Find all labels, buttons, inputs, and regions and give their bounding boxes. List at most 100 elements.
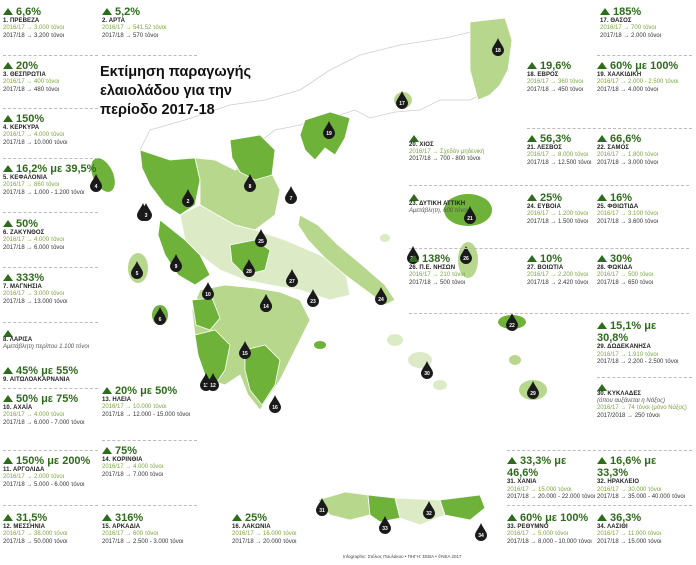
up-arrow-icon: [3, 367, 13, 374]
drop-number: 15: [242, 351, 248, 357]
region-name: 19. ΧΑΛΚΙΔΙΚΗ: [597, 72, 642, 79]
production-2016-17: 2016/17 → 541,52 τόνοι: [102, 25, 167, 32]
panel-header: 31,5%: [3, 512, 98, 524]
region-name: 13. ΗΛΕΙΑ: [102, 397, 132, 404]
region-panel: 33,3% με 46,6% 31. ΧΑΝΙΑ 2016/17 → 15.000 …: [507, 455, 599, 501]
region-name: 9. ΑΙΤΩΛΟΑΚΑΡΝΑΝΙΑ: [3, 377, 70, 384]
panel-header: [3, 328, 98, 337]
up-arrow-icon: [102, 447, 112, 454]
percent-change: 60% με 100%: [520, 512, 589, 524]
production-2017-18: 2017/18 → 4.000 τόνοι: [597, 86, 659, 93]
drop-number: 8: [249, 184, 252, 190]
up-arrow-icon: [3, 514, 13, 521]
production-2016-17: 2016/17 → 860 τόνοι: [3, 182, 60, 189]
region-panel: 23. ΔΥΤΙΚΗ ΑΤΤΙΚΗ Αμετάβλητη, 600 τόνοι: [409, 192, 501, 215]
production-2017-18: 2017/18 → 3.000 τόνοι: [597, 159, 659, 166]
percent-change: 45% με 55%: [16, 365, 79, 377]
percent-change: 25%: [540, 192, 563, 204]
production-2016-17: 2016/17 → 5.000 τόνοι: [507, 531, 569, 538]
panel-divider: [527, 128, 692, 129]
panel-divider: [3, 322, 98, 323]
production-2016-17: 2016/17 → 360 τόνοι: [527, 79, 584, 86]
production-2016-17: 2016/17 → 8.000 τόνοι: [527, 152, 589, 159]
production-2016-17: 2016/17 → 30.000 τόνοι: [597, 486, 662, 493]
panel-header: 16%: [597, 192, 689, 204]
percent-change: 185%: [613, 6, 642, 18]
drop-number: 28: [246, 269, 252, 275]
production-2017-18: 2017/18 → 10.000 τόνοι: [3, 139, 68, 146]
production-2017-18: 2017/18 → 50.000 τόνοι: [3, 538, 68, 545]
panel-header: 150% με 200%: [3, 455, 98, 467]
region-panel: 10% 27. ΒΟΙΩΤΙΑ 2016/17 → 2.200 τόνοι 2017/…: [527, 253, 619, 287]
up-arrow-icon: [597, 194, 607, 201]
credit-line: Infographic: Στέλιος Παυλάκου • ΠΗΓΗ: ΣΕ…: [343, 554, 462, 559]
region-name: 24. ΕΥΒΟΙΑ: [527, 204, 562, 211]
region-panel: 16,2% με 39,5% 5. ΚΕΦΑΛΟΝΙΑ 2016/17 → 860 …: [3, 163, 98, 197]
region-name: 27. ΒΟΙΩΤΙΑ: [527, 265, 564, 272]
percent-change: 6,6%: [16, 6, 42, 18]
panel-divider: [597, 55, 692, 56]
oil-drop-icon: 24: [375, 287, 387, 305]
region-name: 34. ΛΑΣΙΘΙ: [597, 524, 628, 531]
production-2017-18: 2017/18 → 7.000 τόνοι: [102, 471, 164, 478]
production-2016-17: 2016/17 → 600 τόνοι: [102, 531, 159, 538]
region-messinia: [194, 329, 231, 386]
panel-header: 45% με 55%: [3, 365, 98, 377]
panel-header: 30%: [597, 253, 689, 265]
production-2017-18: 2017/18 → 3.200 τόνοι: [3, 32, 65, 39]
production-2017-18: 2017/18 → 3.600 τόνοι: [597, 218, 659, 225]
panel-header: [409, 133, 501, 142]
drop-number: 11: [203, 383, 209, 389]
oil-drop-icon: 21: [464, 206, 476, 224]
oil-drop-icon: 4: [90, 174, 102, 192]
panel-divider: [3, 55, 98, 56]
panel-header: 25%: [527, 192, 619, 204]
drop-number: 22: [509, 323, 515, 329]
drop-number: 12: [210, 383, 216, 389]
production-2016-17: 2016/17 → 3.100 τόνοι: [597, 211, 659, 218]
production-2017-18: 2017/18 → 20.000 - 22.000 τόνοι: [507, 493, 596, 500]
production-2017-18: 2017/18 → 15.000 τόνοι: [597, 538, 662, 545]
region-panel: 30. ΚΥΚΛΑΔΕΣ (όπου αυξάνεται η Νάξος) 2016…: [597, 382, 689, 420]
drop-number: 26: [463, 256, 469, 262]
panel-divider: [102, 440, 197, 441]
production-2016-17: 2016/17 → 74 τόνοι (μόνο Νάξος): [597, 405, 687, 412]
panel-header: 6,6%: [3, 6, 98, 18]
percent-change: 19,6%: [540, 60, 572, 72]
oil-drop-icon: 17: [396, 91, 408, 109]
drop-number: 10: [205, 292, 211, 298]
oil-drop-icon: 30: [421, 361, 433, 379]
oil-drop-icon: 18: [492, 38, 504, 56]
region-name: 17. ΘΑΣΟΣ: [600, 18, 632, 25]
drop-number: 16: [272, 405, 278, 411]
drop-number: 24: [378, 297, 384, 303]
production-2017-18: 2017/18 → 13.000 τόνοι: [3, 298, 68, 305]
panel-divider: [3, 212, 98, 213]
region-name: 30. ΚΥΚΛΑΔΕΣ: [597, 391, 642, 397]
region-name: 14. ΚΟΡΙΝΘΙΑ: [102, 457, 143, 464]
drop-number: 21: [467, 216, 473, 222]
panel-header: 10%: [527, 253, 619, 265]
production-2016-17: 2016/17 → 3.000 τόνοι: [3, 25, 65, 32]
up-arrow-icon: [3, 62, 13, 69]
panel-divider: [507, 450, 692, 451]
drop-number: 14: [263, 304, 269, 310]
production-2016-17: 2016/17 → 1.910 τόνοι: [597, 351, 659, 358]
drop-number: 31: [319, 508, 325, 514]
region-name: 25. ΦΘΙΩΤΙΔΑ: [597, 204, 639, 211]
region-saronic: [314, 341, 326, 349]
region-name: 23. ΔΥΤΙΚΗ ΑΤΤΙΚΗ: [409, 201, 466, 207]
region-panel: 8. ΛΑΡΙΣΑ Αμετάβλητη περίπου 1.100 τόνοι: [3, 328, 98, 351]
region-panel: 25% 16. ΛΑΚΩΝΙΑ 2016/17 → 16.000 τόνοι 2017…: [232, 512, 327, 546]
panel-divider: [3, 108, 98, 109]
production-2017-18: 2017/18 → 12.000 - 15.000 τόνοι: [102, 411, 191, 418]
oil-drop-icon: 12: [207, 373, 219, 391]
region-panel: 30% 28. ΦΩΚΙΔΑ 2016/17 → 500 τόνοι 2017/18 …: [597, 253, 689, 287]
production-2017-18: 2017/18 → 1.000 - 1.200 τόνοι: [3, 189, 85, 196]
percent-change: 16,2% με 39,5%: [16, 163, 97, 175]
production-2016-17: 2016/17 → 16.000 τόνοι: [232, 531, 297, 538]
production-2017-18: 2017/18 → 650 τόνοι: [597, 279, 654, 286]
panel-divider: [3, 450, 98, 451]
oil-drop-icon: 25: [255, 229, 267, 247]
